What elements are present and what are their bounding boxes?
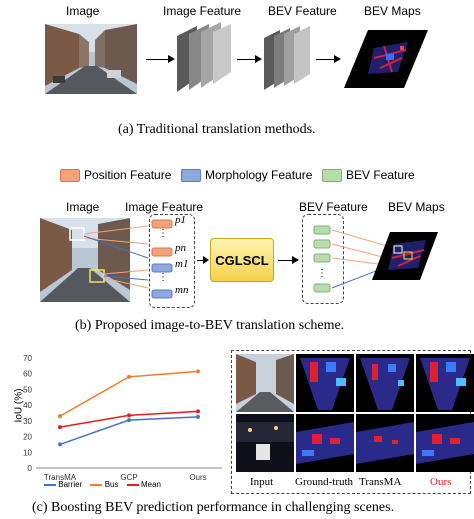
legend-label-bev: BEV Feature: [346, 168, 415, 182]
y-tick-label: 50: [23, 385, 32, 394]
legend-item-bev: BEV Feature: [322, 168, 415, 183]
input-image-night: [236, 414, 294, 472]
svg-text:⋮: ⋮: [317, 268, 327, 279]
image-feature-stack: [177, 22, 231, 92]
image-feature-box: [149, 214, 195, 308]
data-point-mean: [196, 409, 200, 414]
feature-tokens: [151, 219, 173, 299]
grid-label-input: Input: [250, 476, 274, 488]
gt-map-night: [296, 414, 354, 472]
token-ellipsis: ⋮: [158, 272, 168, 283]
arrow-head: [203, 256, 209, 264]
y-tick-label: 30: [23, 417, 32, 426]
bev-feature-tokens: ⋮: [313, 225, 395, 293]
data-point-bus: [58, 414, 62, 419]
data-point-barrier: [58, 442, 62, 447]
data-point-mean: [58, 425, 62, 430]
legend-swatch-position: [60, 169, 80, 183]
data-point-mean: [127, 413, 131, 418]
legend-line-mean: [126, 483, 139, 486]
arrow-line: [278, 260, 294, 261]
chart-legend: Barrier Bus Mean: [44, 480, 161, 489]
legend-label-position: Position Feature: [84, 168, 172, 182]
label-image: Image: [66, 4, 100, 18]
legend-item-position: Position Feature: [60, 168, 172, 183]
grid-label-ground-truth: Ground-truth: [295, 476, 354, 488]
y-tick-label: 40: [23, 401, 32, 410]
legend-line-bus: [90, 483, 103, 486]
label-bev-feature: BEV Feature: [268, 4, 337, 18]
y-axis-label: IoU (%): [13, 388, 25, 423]
label-bev-feature: BEV Feature: [299, 200, 368, 214]
transma-map-night: [356, 414, 414, 472]
label-bev-maps: BEV Maps: [364, 4, 421, 18]
transma-map-day: [356, 354, 414, 412]
y-tick-label: 10: [23, 448, 32, 457]
y-tick-label: 70: [23, 354, 32, 363]
bev-feature-stack: [264, 26, 310, 90]
ours-map-day: [416, 354, 474, 412]
grid-label-ours: Ours: [430, 476, 452, 488]
street-image: [45, 24, 137, 94]
caption-b: (b) Proposed image-to-BEV translation sc…: [75, 318, 345, 333]
cglscl-module: CGLSCL: [210, 238, 274, 282]
arrow-head: [292, 256, 299, 264]
x-tick-label: GCP: [120, 473, 137, 482]
arrow-line: [197, 260, 205, 261]
chart-series: [58, 369, 200, 447]
input-image-day: [236, 354, 294, 412]
arrow-head: [168, 55, 175, 63]
y-tick-label: 0: [28, 464, 33, 473]
grid-label-transma: TransMA: [359, 476, 402, 488]
bev-map: [344, 30, 428, 88]
y-tick-label: 60: [23, 370, 32, 379]
arrow-line: [316, 59, 336, 60]
data-point-bus: [127, 374, 131, 379]
chart-axes: 0 10 20 30 40 50 60 70 TransMA GCP Ours: [23, 354, 222, 482]
label-image-feature: Image Feature: [163, 4, 242, 18]
label-image-feature: Image Feature: [125, 200, 204, 214]
gt-map-day: [296, 354, 354, 412]
arrow-line: [146, 59, 170, 60]
y-tick-label: 20: [23, 433, 32, 442]
legend-label-morphology: Morphology Feature: [205, 168, 313, 182]
data-point-bus: [196, 369, 200, 374]
x-tick-label: Ours: [189, 473, 206, 482]
label-image: Image: [66, 200, 100, 214]
x-tick-label: TransMA: [44, 473, 77, 482]
token-pn: pn: [175, 242, 186, 254]
arrow-line: [237, 59, 257, 60]
bev-map-result: [372, 232, 438, 280]
legend-swatch-morphology: [181, 169, 201, 183]
caption-c: (c) Boosting BEV prediction performance …: [32, 500, 395, 515]
token-m1: m1: [175, 258, 189, 270]
arrow-head: [255, 55, 262, 63]
caption-a: (a) Traditional translation methods.: [118, 122, 316, 137]
legend-label-barrier: Barrier: [58, 480, 83, 489]
legend-line-barrier: [44, 483, 56, 486]
ours-map-night: [416, 414, 474, 472]
token-ellipsis: ⋮: [158, 228, 168, 239]
legend-label-bus: Bus: [104, 480, 119, 489]
legend-item-morphology: Morphology Feature: [181, 168, 313, 183]
legend-label-mean: Mean: [140, 480, 161, 489]
data-point-barrier: [127, 418, 131, 423]
token-mn: mn: [175, 284, 189, 296]
legend-swatch-bev: [322, 169, 342, 183]
data-point-barrier: [196, 414, 200, 419]
arrow-head: [334, 55, 341, 63]
label-bev-maps: BEV Maps: [388, 200, 445, 214]
token-p1: p1: [175, 214, 186, 226]
iou-line-chart: 0 10 20 30 40 50 60 70 TransMA GCP Ours: [23, 354, 222, 482]
street-image-annotated: [40, 218, 149, 302]
